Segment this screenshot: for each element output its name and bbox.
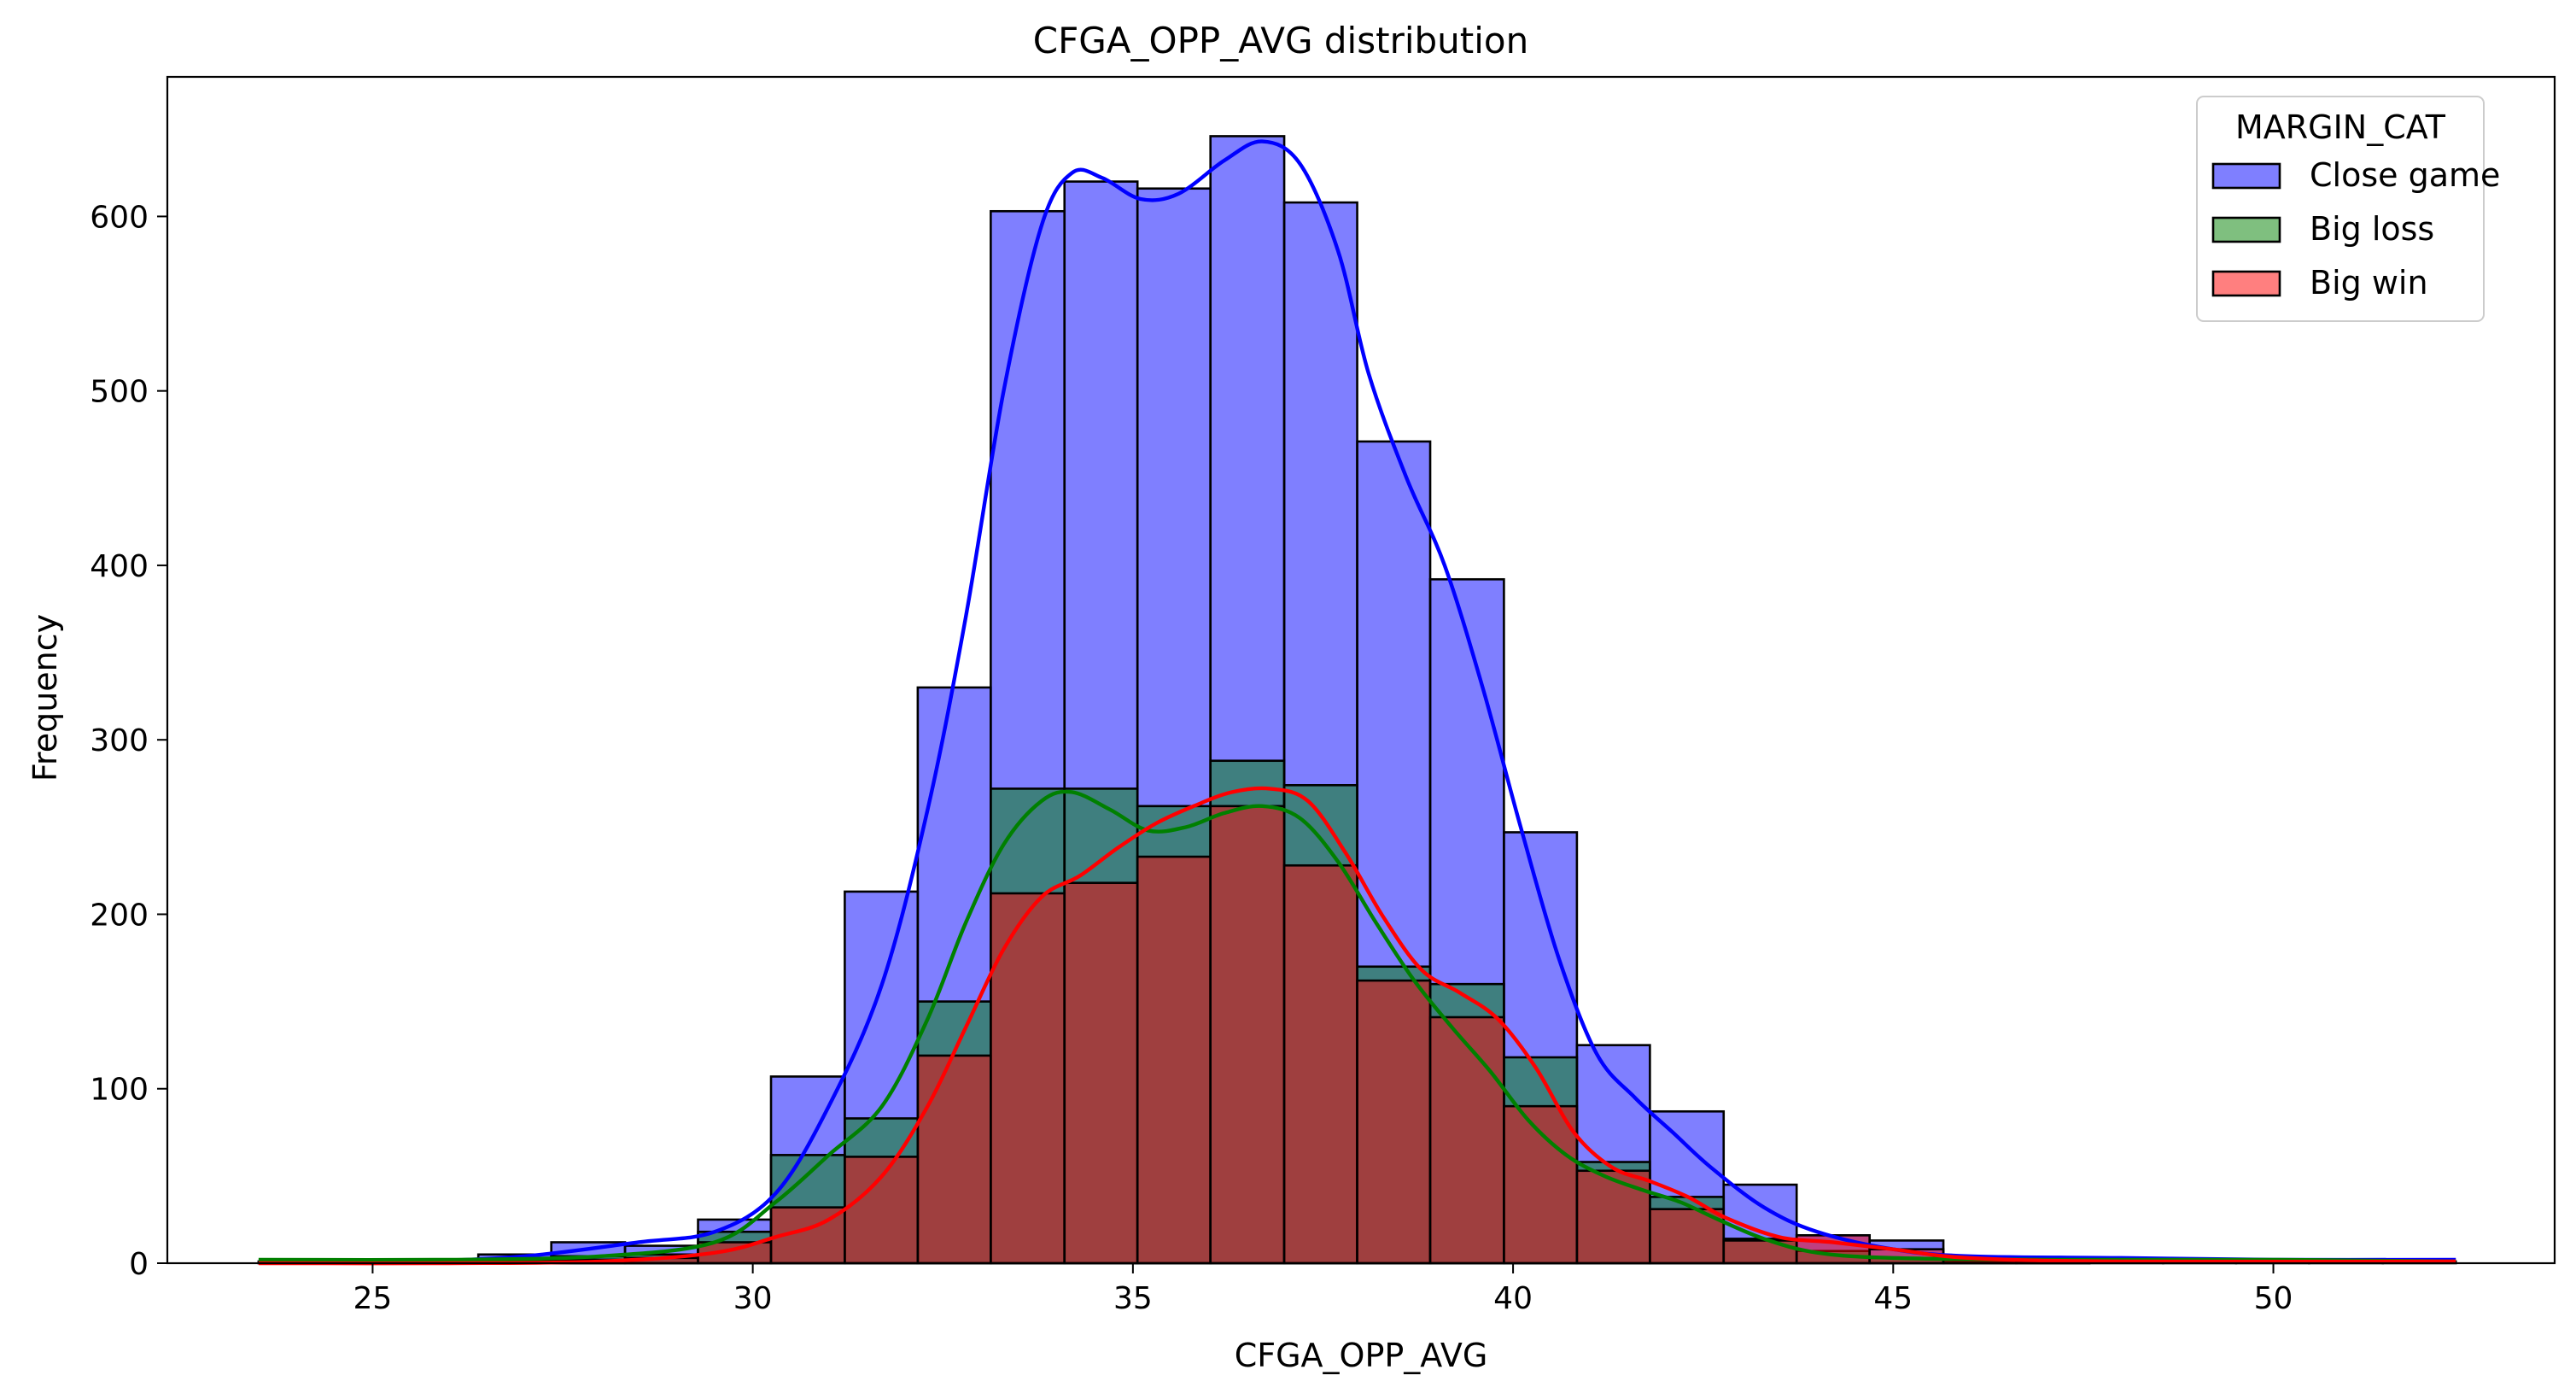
histogram-bar xyxy=(1575,1169,1651,1265)
x-tick-label: 50 xyxy=(2254,1281,2293,1316)
y-tick-label: 500 xyxy=(90,375,149,410)
histogram-bar xyxy=(1063,881,1139,1265)
legend: MARGIN_CAT Close game Big loss Big win xyxy=(2196,96,2500,322)
histogram-bar xyxy=(1503,1104,1579,1265)
x-tick-label: 45 xyxy=(1873,1281,1913,1316)
plot-frame xyxy=(166,75,2556,1265)
y-tick-label: 300 xyxy=(90,723,149,758)
y-tick-label: 400 xyxy=(90,549,149,584)
legend-label: Big win xyxy=(2310,264,2428,301)
histogram-bar xyxy=(1209,805,1286,1265)
legend-label: Big loss xyxy=(2310,210,2434,248)
histogram-bar xyxy=(844,1156,920,1265)
kde-line-series-0 xyxy=(258,139,2456,1264)
y-tick-label: 0 xyxy=(129,1247,149,1282)
x-tick-label: 25 xyxy=(353,1281,393,1316)
x-tick-label: 40 xyxy=(1493,1281,1533,1316)
legend-title: MARGIN_CAT xyxy=(2235,108,2446,146)
legend-frame xyxy=(2196,96,2485,322)
legend-label: Close game xyxy=(2310,156,2500,194)
x-axis: 25 30 35 40 45 50 xyxy=(353,1263,2293,1316)
legend-swatch xyxy=(2211,216,2281,243)
histogram-bar xyxy=(1722,1239,1798,1265)
histogram-bar xyxy=(990,892,1066,1265)
histogram-bars xyxy=(257,135,2457,1265)
x-axis-label: CFGA_OPP_AVG xyxy=(1235,1337,1488,1374)
histogram-bar xyxy=(1136,855,1212,1265)
y-tick-label: 200 xyxy=(90,898,149,933)
histogram-bar xyxy=(1428,1016,1505,1265)
histogram-bar xyxy=(1282,863,1358,1265)
bars-series-2 xyxy=(476,805,2091,1265)
kde-lines xyxy=(258,139,2456,1266)
x-tick-label: 30 xyxy=(733,1281,773,1316)
y-tick-label: 100 xyxy=(90,1073,149,1108)
y-axis-label: Frequency xyxy=(26,614,64,781)
histogram-bar xyxy=(916,1054,992,1265)
legend-swatch xyxy=(2211,162,2281,190)
kde-line-series-2 xyxy=(258,786,2456,1266)
y-axis: 0 100 200 300 400 500 600 xyxy=(90,200,167,1282)
x-tick-label: 35 xyxy=(1113,1281,1153,1316)
histogram-bar xyxy=(1356,979,1432,1265)
legend-swatch xyxy=(2211,270,2281,297)
y-tick-label: 600 xyxy=(90,200,149,235)
kde-line-series-1 xyxy=(258,789,2456,1264)
chart-title: CFGA_OPP_AVG distribution xyxy=(1033,20,1529,61)
